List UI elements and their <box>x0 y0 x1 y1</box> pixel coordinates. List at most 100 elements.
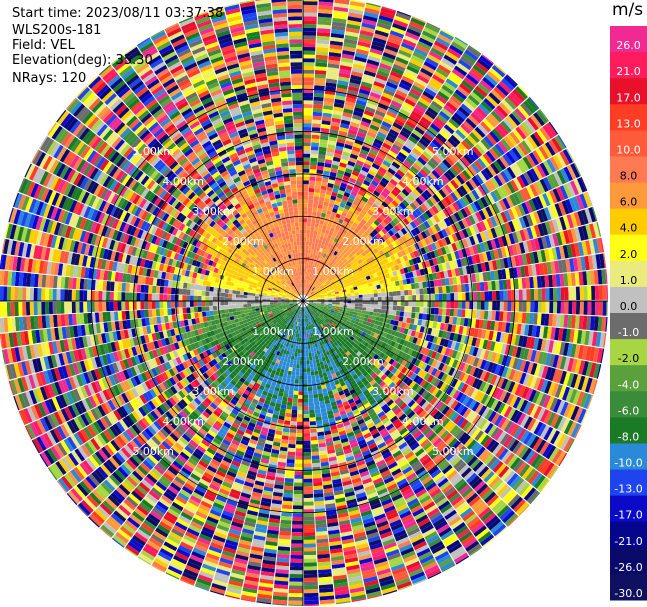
range-gate <box>465 292 470 301</box>
range-gate <box>359 281 365 286</box>
range-gate <box>576 329 583 344</box>
range-gate <box>378 166 387 174</box>
range-gate <box>557 134 567 149</box>
range-gate <box>393 275 399 282</box>
range-gate <box>582 315 588 330</box>
range-gate <box>343 42 357 49</box>
range-gate <box>425 260 431 268</box>
range-gate <box>308 184 315 189</box>
range-gate <box>364 237 370 243</box>
range-gate <box>493 270 499 281</box>
range-gate <box>350 225 356 231</box>
range-gate <box>304 330 307 334</box>
range-gate <box>325 213 331 219</box>
range-gate <box>357 128 368 135</box>
range-gate <box>411 84 424 94</box>
range-gate <box>530 419 540 433</box>
range-gate <box>572 196 581 211</box>
range-gate <box>369 308 374 312</box>
range-gate <box>308 296 313 299</box>
range-gate <box>320 297 325 300</box>
range-gate <box>437 200 446 210</box>
range-gate <box>458 267 464 276</box>
range-gate <box>556 400 566 415</box>
range-gate <box>548 340 555 353</box>
range-gate <box>530 362 538 376</box>
range-gate <box>366 2 381 8</box>
range-gate <box>395 310 401 316</box>
range-gate <box>315 306 320 310</box>
range-gate <box>447 181 456 192</box>
range-gate <box>529 337 536 350</box>
range-gate <box>471 254 477 265</box>
range-gate <box>455 129 466 140</box>
range-gate <box>325 82 337 88</box>
range-gate <box>405 334 411 342</box>
range-gate <box>483 167 494 179</box>
range-gate <box>449 44 464 56</box>
range-gate <box>552 154 563 170</box>
range-gate <box>426 341 433 350</box>
range-gate <box>434 151 445 162</box>
range-gate <box>566 404 576 419</box>
range-gate <box>376 131 387 139</box>
range-gate <box>482 251 489 262</box>
range-gate <box>283 493 293 498</box>
range-gate <box>292 402 298 407</box>
range-gate <box>521 335 528 348</box>
range-gate <box>298 387 303 392</box>
range-gate <box>442 293 447 301</box>
range-gate <box>303 226 307 230</box>
range-gate <box>542 326 549 339</box>
range-gate <box>508 113 521 126</box>
range-gate <box>304 271 306 276</box>
range-gate <box>415 256 422 264</box>
range-gate <box>559 356 567 370</box>
range-gate <box>553 398 562 413</box>
range-gate <box>356 272 361 277</box>
range-gate <box>497 141 509 154</box>
range-gate <box>366 266 372 272</box>
range-gate <box>325 155 334 161</box>
range-gate <box>466 134 478 146</box>
range-gate <box>387 181 396 190</box>
range-gate <box>443 339 450 348</box>
range-gate <box>303 100 313 105</box>
range-gate <box>354 163 363 170</box>
range-gate <box>319 307 324 310</box>
range-gate <box>303 283 305 288</box>
range-gate <box>310 157 318 162</box>
range-gate <box>514 301 520 312</box>
range-gate <box>313 274 317 279</box>
range-gate <box>294 463 303 468</box>
range-gate <box>507 208 516 221</box>
range-gate <box>361 196 369 203</box>
range-gate <box>570 272 576 286</box>
range-gate <box>452 259 459 269</box>
range-gate <box>368 286 374 291</box>
range-gate <box>570 422 581 438</box>
range-gate <box>434 241 441 250</box>
range-gate <box>291 413 298 418</box>
range-gate <box>415 269 421 277</box>
range-gate <box>309 253 313 258</box>
range-gate <box>331 240 337 246</box>
range-gate <box>397 230 405 237</box>
range-gate <box>486 192 496 204</box>
range-gate <box>307 276 310 281</box>
range-gate <box>327 206 333 212</box>
range-gate <box>384 252 391 258</box>
range-gate <box>357 190 365 197</box>
range-gate <box>303 535 316 540</box>
range-gate <box>570 358 578 373</box>
range-gate <box>364 138 374 146</box>
range-gate <box>342 220 348 226</box>
range-gate <box>474 273 480 283</box>
range-gate <box>378 230 385 237</box>
range-gate <box>303 180 309 185</box>
range-gate <box>311 245 315 250</box>
range-gate <box>304 260 308 265</box>
range-gate <box>504 344 511 356</box>
range-gate <box>355 99 367 107</box>
range-gate <box>457 126 469 137</box>
